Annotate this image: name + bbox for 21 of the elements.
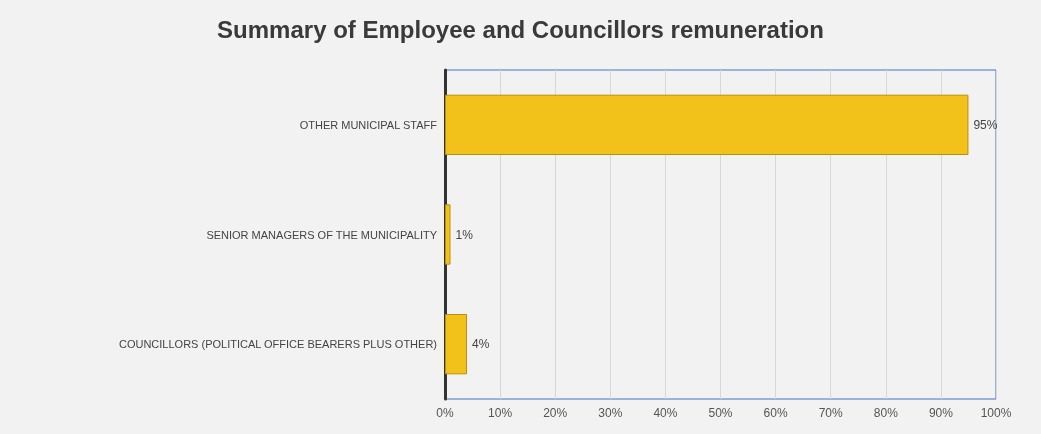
x-tick-label: 90% (928, 406, 954, 420)
x-tick-label: 40% (653, 406, 678, 420)
bar (445, 204, 451, 265)
bar (445, 314, 468, 375)
chart-title: Summary of Employee and Councillors remuneration (217, 15, 824, 43)
y-tick-label: COUNCILLORS (POLITICAL OFFICE BEARERS PLUS OTHER) (118, 338, 437, 351)
data-label: 1% (455, 227, 474, 242)
x-tick-label: 100% (980, 406, 1012, 420)
y-tick-label: OTHER MUNICIPAL STAFF (299, 118, 438, 131)
x-tick-label: 80% (873, 406, 899, 420)
bar (445, 94, 969, 155)
x-tick-label: 50% (708, 406, 733, 420)
y-tick-label: SENIOR MANAGERS OF THE MUNICIPALITY (206, 228, 438, 241)
x-tick-label: 20% (543, 406, 568, 420)
x-tick-label: 30% (598, 406, 623, 420)
x-tick-label: 0% (436, 406, 454, 420)
x-tick-label: 10% (488, 406, 513, 420)
x-tick-label: 60% (763, 406, 788, 420)
x-tick-label: 70% (818, 406, 844, 420)
data-label: 4% (472, 337, 490, 352)
data-label: 95% (973, 117, 998, 132)
